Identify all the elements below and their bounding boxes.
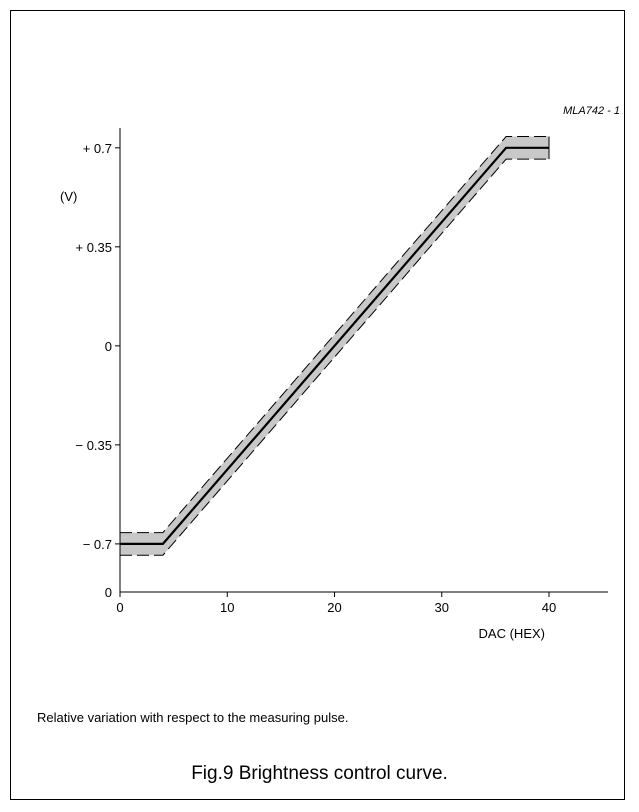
- chart-labels: + 0.7+ 0.350− 0.35− 0.700 10 20 30 40(V)DAC …: [60, 105, 620, 641]
- y-origin-label: 0: [105, 585, 112, 600]
- y-tick-label: 0: [105, 339, 112, 354]
- y-tick-label: − 0.35: [75, 438, 112, 453]
- tolerance-upper-line: [120, 135, 550, 534]
- y-tick-label: + 0.35: [75, 240, 112, 255]
- brightness-curve-line: [120, 146, 550, 546]
- chart-lines: [119, 135, 550, 556]
- x-tick-label: 0: [116, 600, 123, 615]
- tolerance-lower-line: [120, 158, 550, 556]
- figure-caption: Fig.9 Brightness control curve.: [191, 763, 448, 784]
- x-tick-label: 30: [435, 600, 449, 615]
- chart-axes: [115, 128, 608, 597]
- x-tick-label: 10: [220, 600, 234, 615]
- figure-frame: [10, 10, 625, 800]
- x-tick-label: 40: [542, 600, 556, 615]
- figure-code: MLA742 - 1: [563, 105, 620, 117]
- x-axis-label: DAC (HEX): [479, 626, 545, 641]
- y-axis-label: (V): [60, 189, 77, 204]
- y-tick-label: − 0.7: [83, 537, 112, 552]
- x-tick-label: 20: [327, 600, 341, 615]
- figure-note: Relative variation with respect to the m…: [37, 710, 349, 725]
- y-tick-label: + 0.7: [83, 141, 112, 156]
